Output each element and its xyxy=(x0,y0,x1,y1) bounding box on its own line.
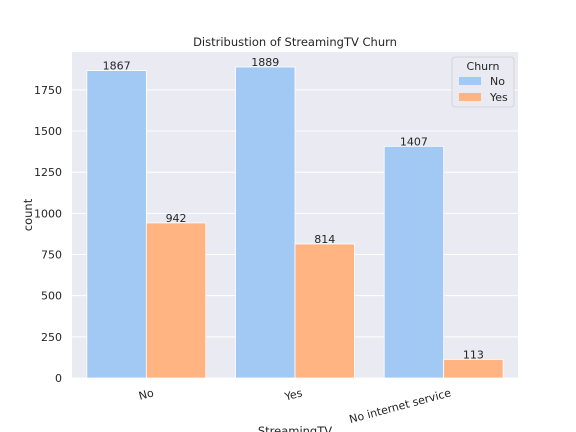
bar-no-internet-service-yes xyxy=(443,358,504,379)
bar-value-label: 942 xyxy=(166,212,187,225)
x-axis-ticks: No Yes No internet service xyxy=(137,386,452,426)
bar-value-label: 1407 xyxy=(400,135,428,148)
bar-no-yes xyxy=(145,222,207,379)
chart-title: Distribustion of StreamingTV Churn xyxy=(193,35,397,49)
legend-swatch-yes xyxy=(459,93,481,101)
x-tick-label: No internet service xyxy=(348,386,453,426)
legend-swatch-no xyxy=(459,77,481,85)
bar-yes-no xyxy=(235,66,296,379)
legend: Churn No Yes xyxy=(451,56,515,108)
data-labels: 1867 942 1889 814 1407 113 xyxy=(103,56,484,361)
legend-label-no: No xyxy=(490,75,505,88)
bar-yes-yes xyxy=(294,243,355,379)
bar-no-no xyxy=(86,70,147,379)
bar-value-label: 1889 xyxy=(251,56,279,69)
y-tick-label: 0 xyxy=(55,372,62,385)
y-tick-label: 1750 xyxy=(34,84,62,97)
y-axis-ticks: 0 250 500 750 1000 1250 1500 1750 xyxy=(34,84,62,385)
y-tick-label: 500 xyxy=(41,290,62,303)
y-tick-label: 1500 xyxy=(34,125,62,138)
bar-value-label: 1867 xyxy=(103,60,131,73)
legend-title: Churn xyxy=(467,60,500,73)
y-tick-label: 750 xyxy=(41,249,62,262)
y-tick-label: 250 xyxy=(41,331,62,344)
bar-value-label: 113 xyxy=(463,348,484,361)
legend-label-yes: Yes xyxy=(489,91,508,104)
x-tick-label: Yes xyxy=(282,386,304,403)
bars xyxy=(86,66,504,379)
bar-no-internet-service-no xyxy=(383,145,445,379)
x-tick-label: No xyxy=(137,386,155,402)
y-axis-label: count xyxy=(21,198,35,231)
y-tick-label: 1250 xyxy=(34,166,62,179)
y-tick-label: 1000 xyxy=(34,207,62,220)
bar-value-label: 814 xyxy=(314,233,335,246)
x-axis-label: StreamingTV xyxy=(258,424,332,432)
